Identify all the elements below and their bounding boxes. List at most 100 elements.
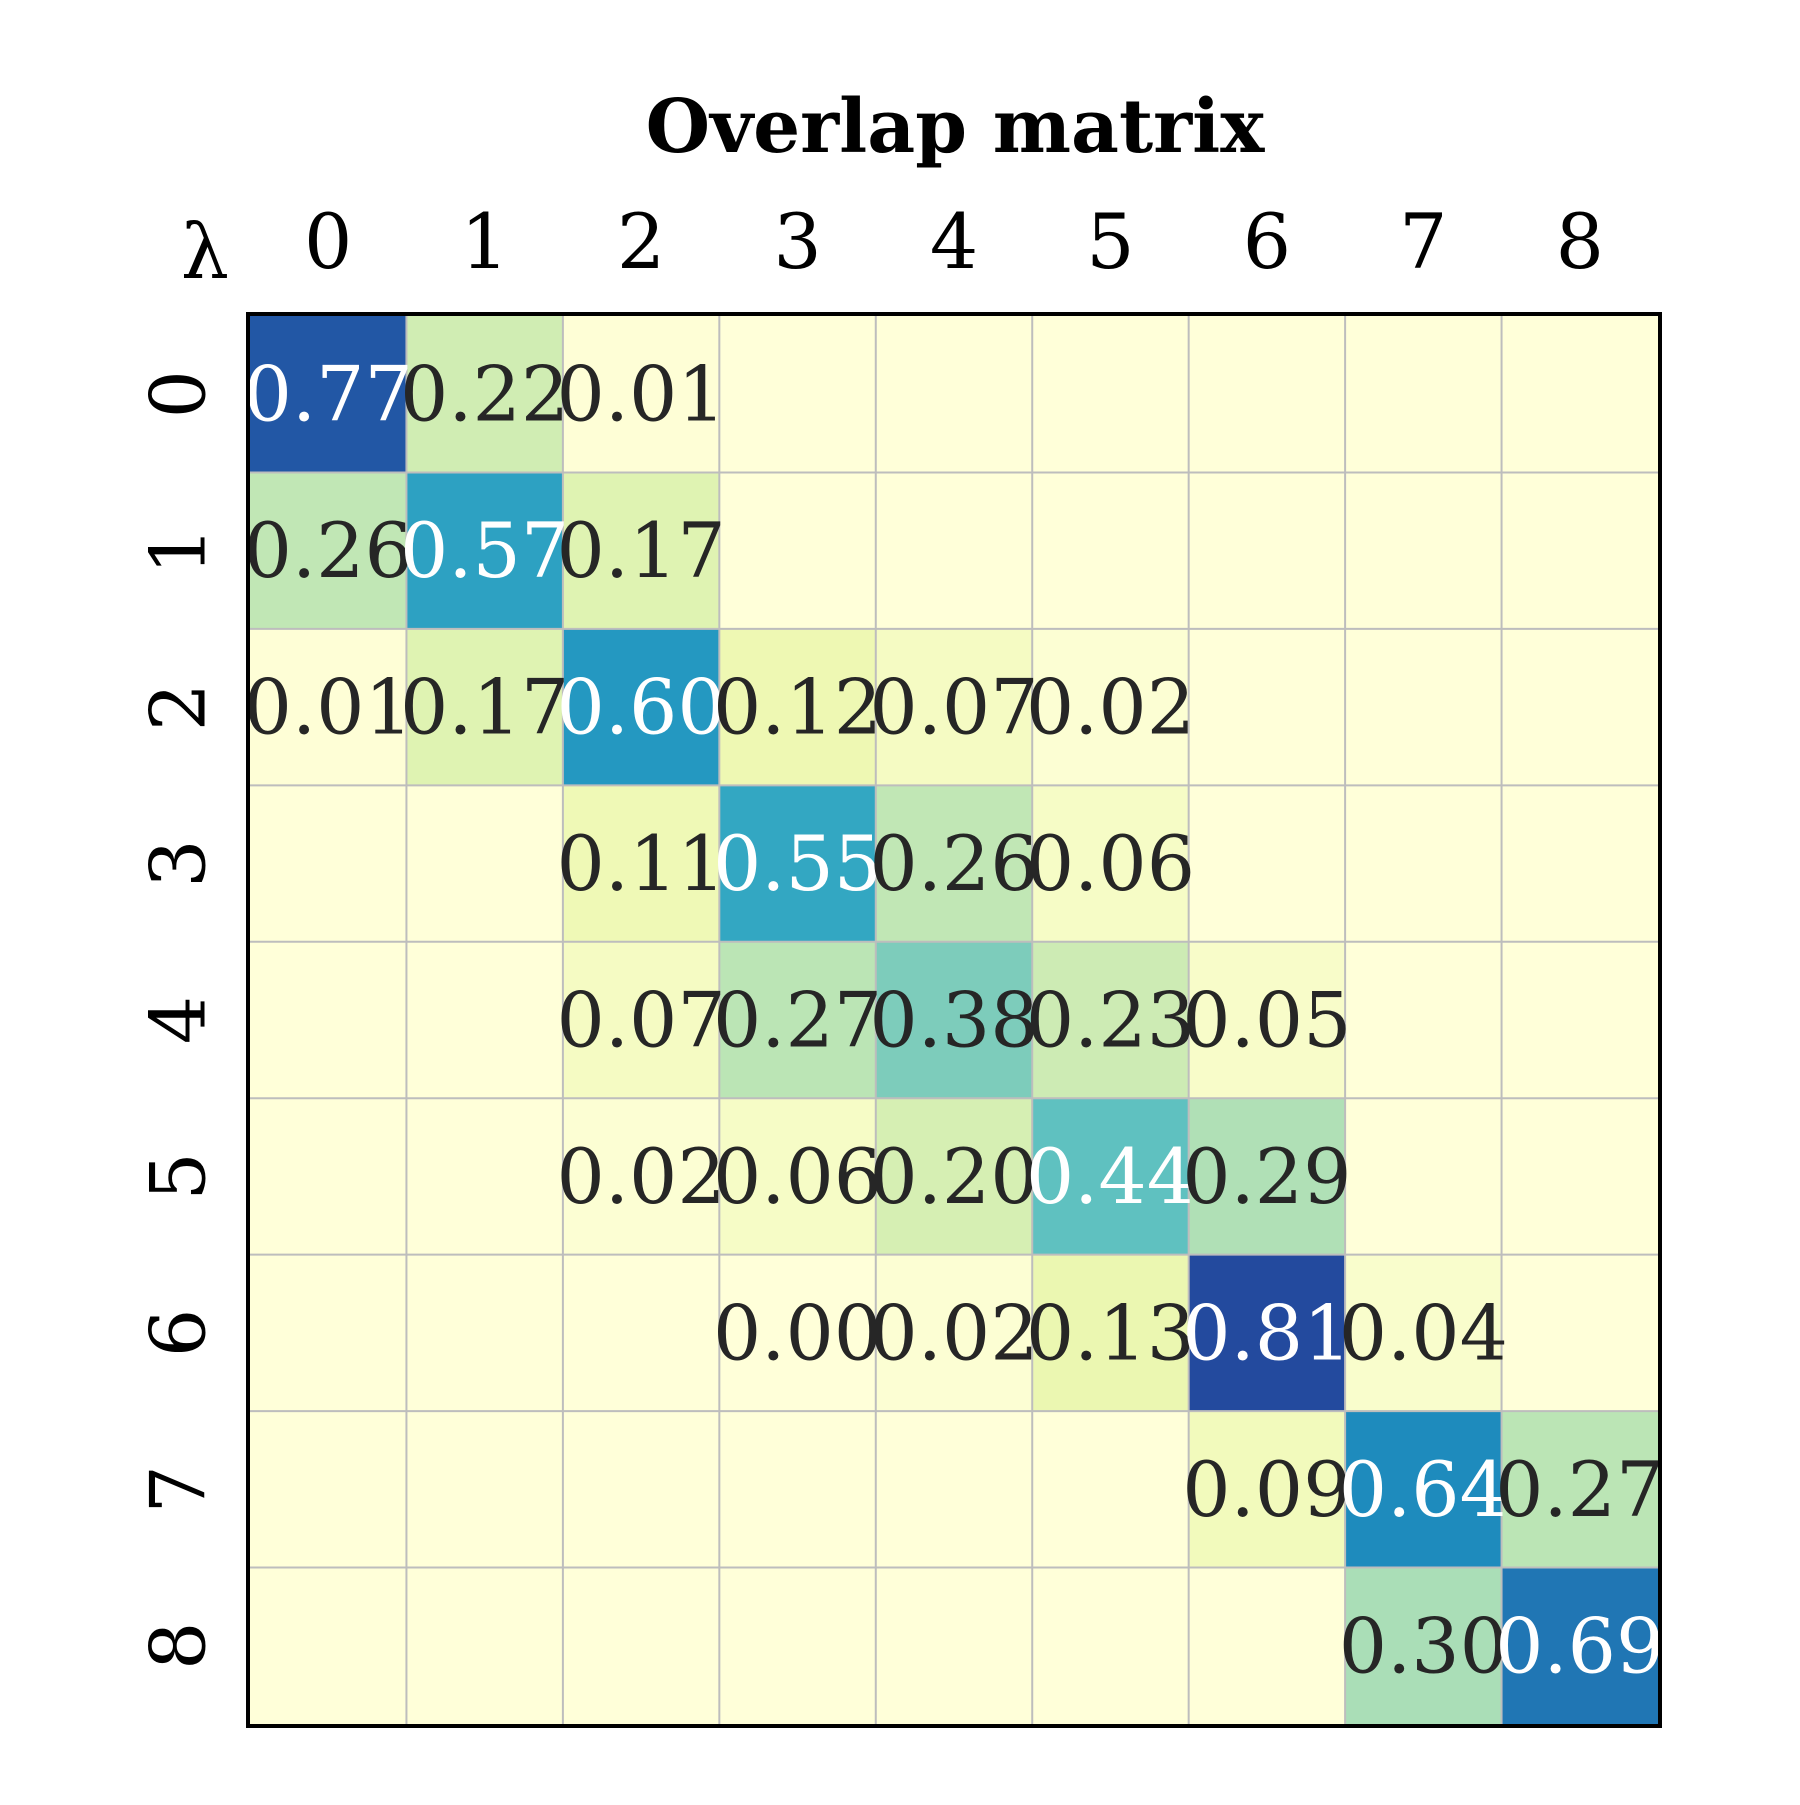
heatmap-cell-5-6: [1188, 1098, 1346, 1255]
heatmap-cell-4-7: [1345, 941, 1502, 1099]
heatmap-cell-3-5: [1032, 785, 1189, 942]
cell-label-7-8: 0.27: [1495, 1445, 1664, 1534]
cell-label-5-4: 0.20: [869, 1132, 1038, 1221]
heatmap-cell-3-4: [875, 785, 1033, 942]
heatmap-cell-1-0: [250, 472, 407, 629]
heatmap-cell-6-1: [406, 1254, 563, 1412]
y-tick-label-1: 1: [134, 526, 223, 574]
cell-label-5-2: 0.02: [557, 1132, 726, 1221]
heatmap-cell-1-5: [1032, 472, 1189, 629]
heatmap-cell-1-8: [1501, 472, 1658, 629]
cells-layer: [250, 316, 1658, 1724]
heatmap-cell-3-1: [406, 785, 563, 942]
chart-title: Overlap matrix: [646, 84, 1266, 170]
heatmap-cell-1-2: [562, 472, 720, 629]
heatmap-cell-8-4: [875, 1567, 1033, 1724]
heatmap-cell-5-5: [1032, 1098, 1189, 1255]
heatmap-cell-0-7: [1345, 316, 1502, 473]
heatmap-cell-8-5: [1032, 1567, 1189, 1724]
heatmap-cell-5-1: [406, 1098, 563, 1255]
cell-label-5-3: 0.06: [713, 1132, 882, 1221]
cell-label-1-2: 0.17: [557, 506, 726, 595]
heatmap-cell-8-8: [1501, 1567, 1658, 1724]
cell-label-4-2: 0.07: [557, 976, 726, 1065]
heatmap-cell-7-6: [1188, 1411, 1346, 1568]
heatmap-cell-7-2: [562, 1411, 720, 1568]
cell-label-6-5: 0.13: [1026, 1288, 1195, 1377]
cell-label-6-7: 0.04: [1339, 1288, 1508, 1377]
cell-label-2-3: 0.12: [713, 663, 882, 752]
x-tick-labels: 0 1 2 3 4 5 6 7 8: [304, 197, 1604, 286]
heatmap-cell-7-0: [250, 1411, 407, 1568]
x-tick-label-8: 8: [1556, 197, 1604, 286]
heatmap-cell-4-0: [250, 941, 407, 1099]
heatmap-cell-7-7: [1345, 1411, 1502, 1568]
heatmap-cell-5-7: [1345, 1098, 1502, 1255]
heatmap-cell-0-2: [562, 316, 720, 473]
heatmap-cell-4-3: [719, 941, 876, 1099]
heatmap-cell-3-7: [1345, 785, 1502, 942]
cell-label-8-7: 0.30: [1339, 1601, 1508, 1690]
heatmap-cell-5-2: [562, 1098, 720, 1255]
heatmap-cell-6-0: [250, 1254, 407, 1412]
cell-label-2-1: 0.17: [400, 663, 569, 752]
cell-labels-layer: 0.770.220.010.260.570.170.010.170.600.12…: [244, 350, 1665, 1691]
heatmap-cell-0-8: [1501, 316, 1658, 473]
cell-label-0-1: 0.22: [400, 350, 569, 439]
heatmap-cell-7-3: [719, 1411, 876, 1568]
heatmap-cell-4-6: [1188, 941, 1346, 1099]
heatmap-cell-4-2: [562, 941, 720, 1099]
cell-label-6-4: 0.02: [869, 1288, 1038, 1377]
corner-lambda-label: λ: [181, 207, 229, 296]
y-tick-label-8: 8: [134, 1622, 223, 1670]
y-tick-label-2: 2: [134, 683, 223, 731]
x-tick-label-3: 3: [773, 197, 821, 286]
x-tick-label-5: 5: [1086, 197, 1134, 286]
y-tick-labels: 0 1 2 3 4 5 6 7 8: [134, 370, 223, 1670]
heatmap-cell-2-6: [1188, 628, 1346, 786]
y-tick-label-3: 3: [134, 839, 223, 887]
y-tick-label-6: 6: [134, 1309, 223, 1357]
heatmap-cell-8-2: [562, 1567, 720, 1724]
cell-label-6-3: 0.00: [713, 1288, 882, 1377]
heatmap-cell-3-0: [250, 785, 407, 942]
heatmap-cell-8-1: [406, 1567, 563, 1724]
heatmap-cell-6-7: [1345, 1254, 1502, 1412]
y-tick-label-0: 0: [134, 370, 223, 418]
heatmap-cell-5-3: [719, 1098, 876, 1255]
x-tick-label-6: 6: [1243, 197, 1291, 286]
heatmap-cell-3-8: [1501, 785, 1658, 942]
heatmap-cell-1-4: [875, 472, 1033, 629]
heatmap-cell-5-8: [1501, 1098, 1658, 1255]
cell-label-2-2: 0.60: [557, 663, 726, 752]
heatmap-cell-2-2: [562, 628, 720, 786]
cell-label-6-6: 0.81: [1182, 1288, 1351, 1377]
heatmap-cell-4-4: [875, 941, 1033, 1099]
heatmap-cell-4-1: [406, 941, 563, 1099]
heatmap-cell-1-3: [719, 472, 876, 629]
heatmap-cell-8-6: [1188, 1567, 1346, 1724]
heatmap-cell-1-1: [406, 472, 563, 629]
y-tick-label-5: 5: [134, 1152, 223, 1200]
heatmap-cell-0-1: [406, 316, 563, 473]
heatmap-cell-7-4: [875, 1411, 1033, 1568]
heatmap-cell-2-0: [250, 628, 407, 786]
heatmap-cell-0-5: [1032, 316, 1189, 473]
heatmap-cell-3-6: [1188, 785, 1346, 942]
heatmap-cell-1-6: [1188, 472, 1346, 629]
heatmap-cell-0-6: [1188, 316, 1346, 473]
heatmap-cell-0-4: [875, 316, 1033, 473]
heatmap-cell-7-5: [1032, 1411, 1189, 1568]
cell-label-5-5: 0.44: [1026, 1132, 1195, 1221]
cell-label-4-3: 0.27: [713, 976, 882, 1065]
cell-label-1-0: 0.26: [244, 506, 413, 595]
cell-label-8-8: 0.69: [1495, 1601, 1664, 1690]
heatmap-cell-6-5: [1032, 1254, 1189, 1412]
cell-label-7-7: 0.64: [1339, 1445, 1508, 1534]
heatmap-cell-5-4: [875, 1098, 1033, 1255]
heatmap-cell-2-4: [875, 628, 1033, 786]
heatmap-cell-7-8: [1501, 1411, 1658, 1568]
cell-label-2-4: 0.07: [869, 663, 1038, 752]
heatmap-cell-4-5: [1032, 941, 1189, 1099]
